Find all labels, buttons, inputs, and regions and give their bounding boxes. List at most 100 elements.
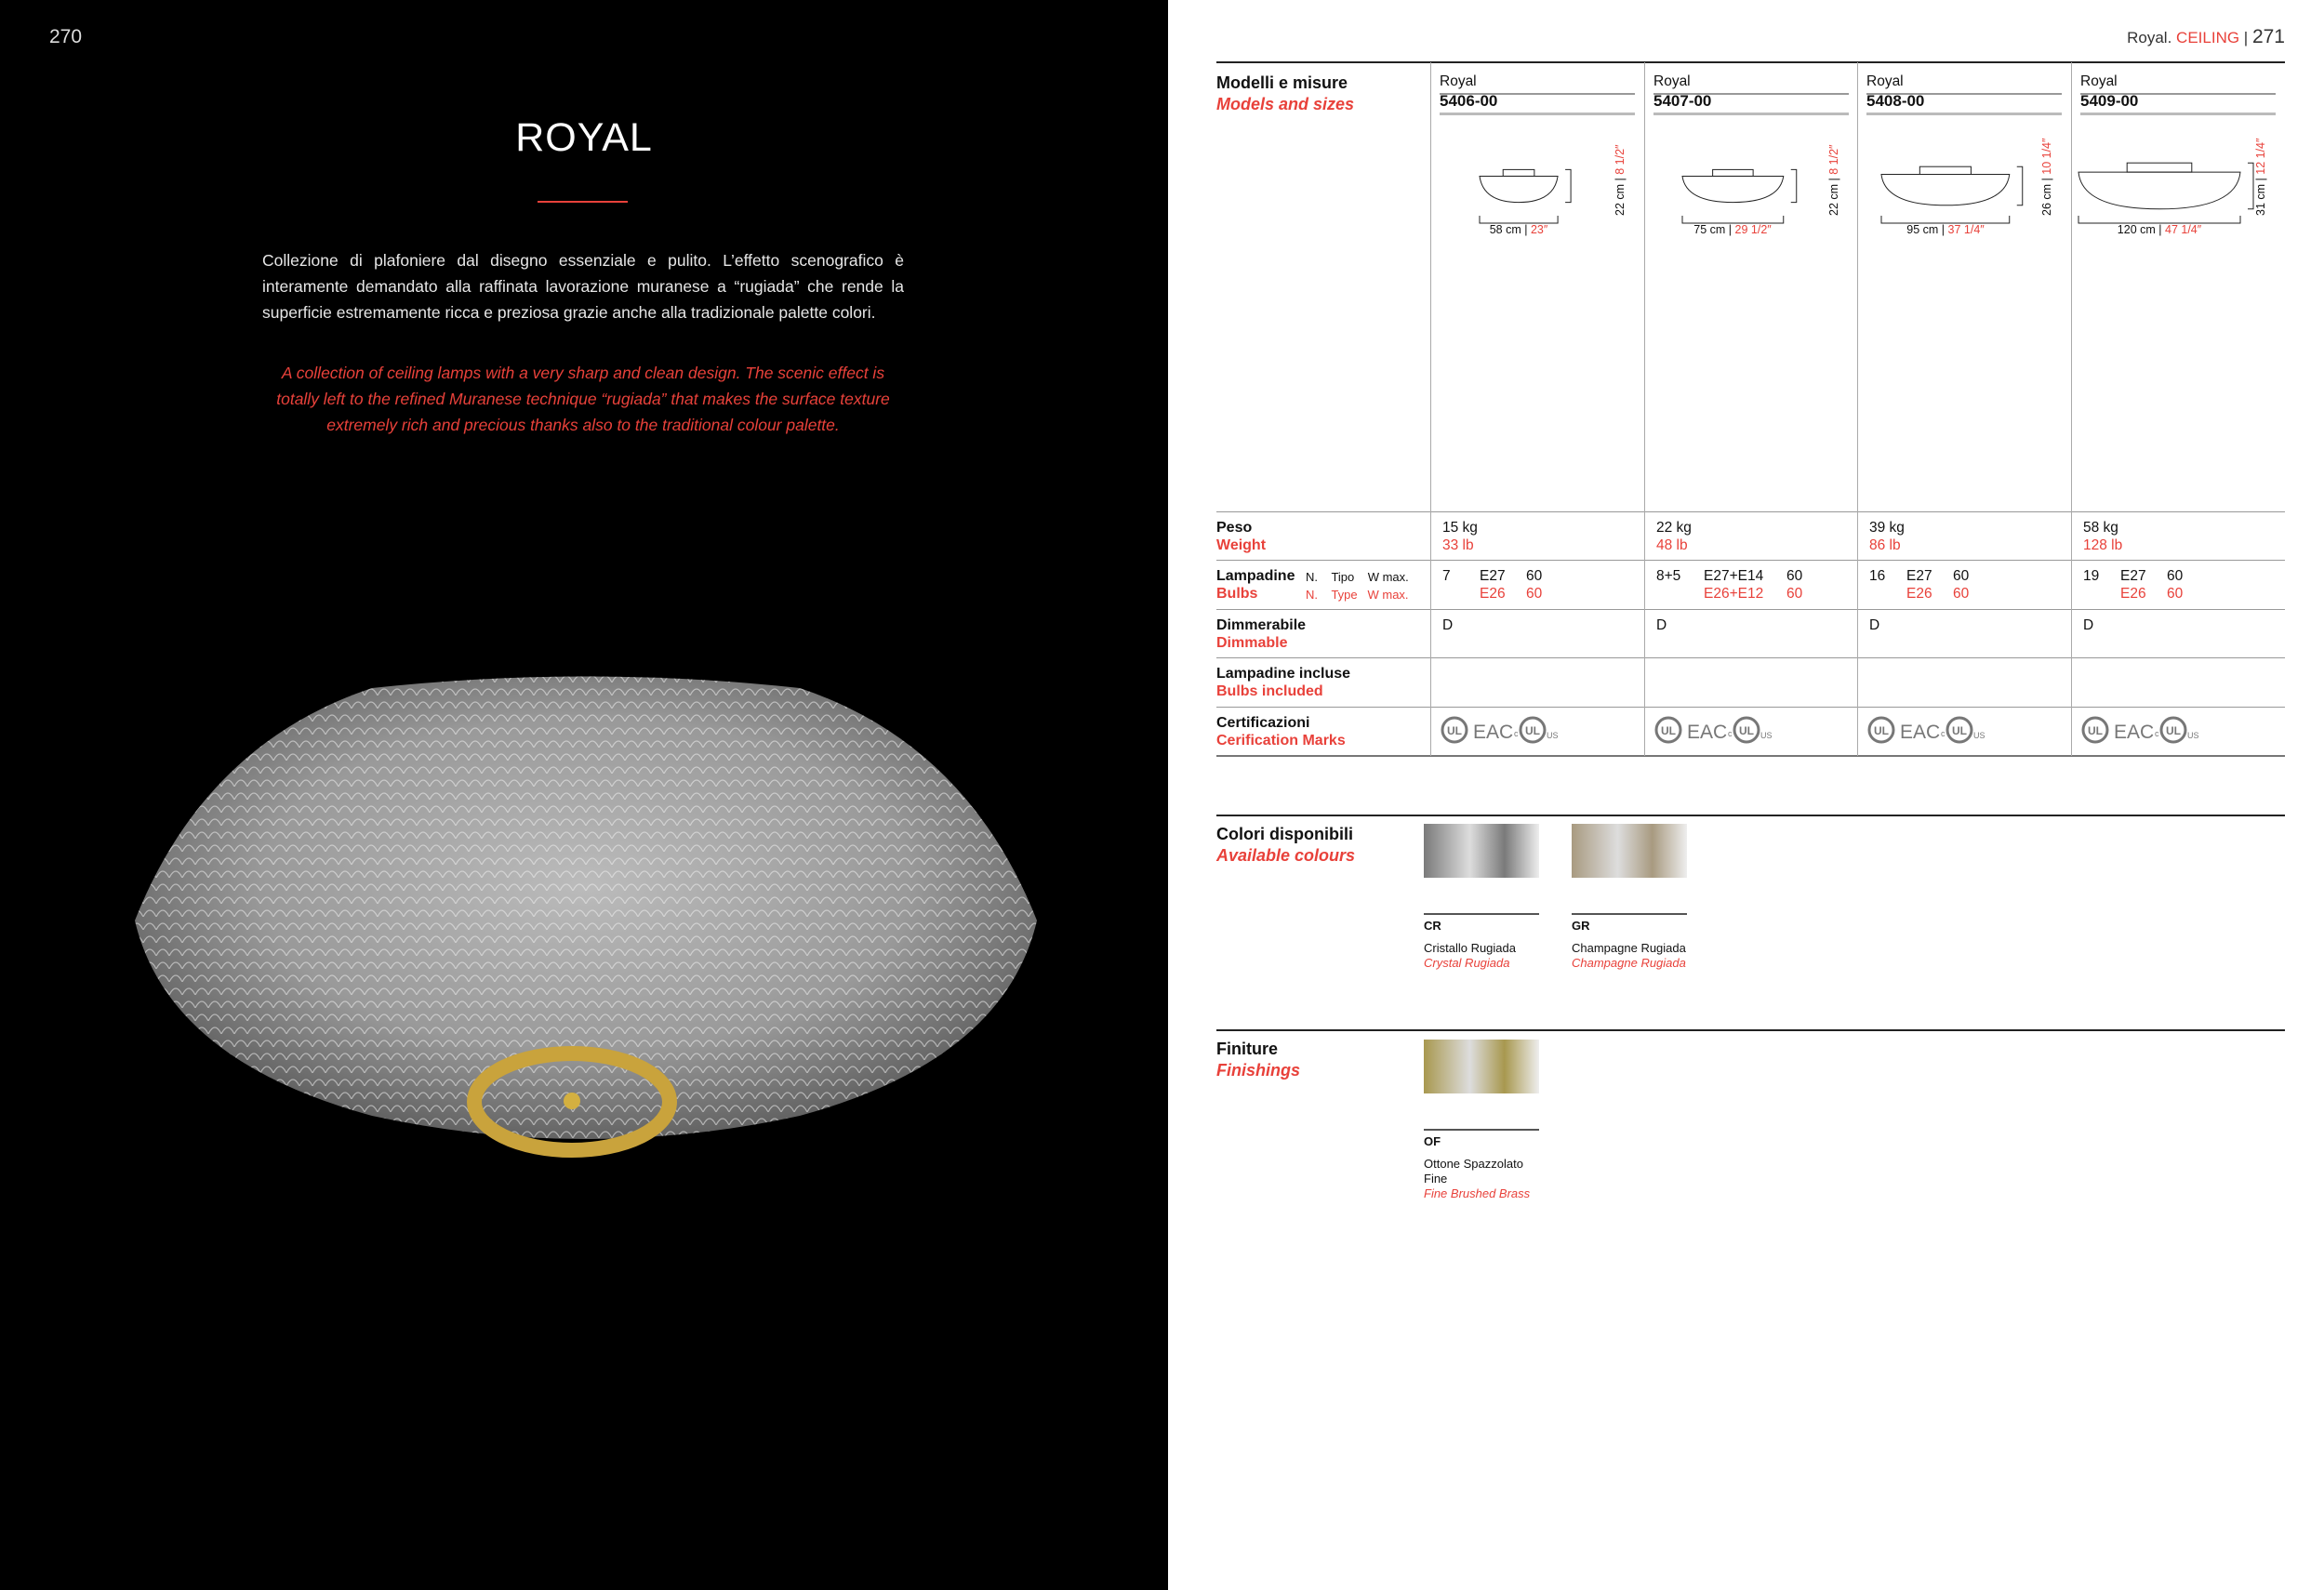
weight-value: 58 kg 128 lb <box>2083 520 2123 553</box>
svg-text:UL: UL <box>1525 724 1540 737</box>
certification-marks-icon: UL EAC c UL US <box>1867 716 1985 744</box>
svg-text:UL: UL <box>1447 724 1462 737</box>
bulb-count: 8+5 <box>1656 568 1681 584</box>
swatch-of <box>1424 1040 1539 1093</box>
model-column <box>1430 62 1644 756</box>
model-column <box>1644 62 1858 756</box>
lamp-photo <box>135 676 1037 1158</box>
svg-text:US: US <box>1547 731 1559 740</box>
weight-value: 15 kg 33 lb <box>1442 520 1478 553</box>
svg-text:US: US <box>2187 731 2199 740</box>
model-width: 95 cm | 37 1/4″ <box>1906 223 1985 236</box>
svg-text:EAC: EAC <box>1473 722 1513 743</box>
page-number-right: 271 <box>2251 26 2285 47</box>
description-italian: Collezione di plafoniere dal disegno ess… <box>262 251 904 322</box>
colours-rule <box>1216 815 2285 816</box>
model-code: 5407-00 <box>1653 92 1849 115</box>
svg-text:c: c <box>1941 729 1946 738</box>
row-divider <box>1216 755 2285 757</box>
model-drawing <box>1880 166 2024 224</box>
bulb-type: E27 E26 <box>1906 568 1932 602</box>
swatch-label: GR Champagne Rugiada Champagne Rugiada <box>1572 913 1687 971</box>
certifications-label: Certificazioni Cerification Marks <box>1216 715 1346 749</box>
svg-text:EAC: EAC <box>1687 722 1727 743</box>
model-code: 5409-00 <box>2080 92 2276 115</box>
dimmable-value: D <box>2083 617 2094 633</box>
svg-text:EAC: EAC <box>2114 722 2154 743</box>
certification-marks-icon: UL EAC c UL US <box>1441 716 1559 744</box>
model-column <box>2071 62 2285 756</box>
header-name: Royal. <box>2127 29 2172 46</box>
model-name: Royal <box>1653 73 1849 95</box>
weight-label: Peso Weight <box>1216 520 1267 553</box>
swatch-gr <box>1572 824 1687 878</box>
bulbs-subheaders: N. Tipo W max. N. Type W max. <box>1306 570 1409 602</box>
row-divider <box>1216 609 2285 610</box>
weight-value: 22 kg 48 lb <box>1656 520 1692 553</box>
model-code: 5408-00 <box>1866 92 2062 115</box>
svg-text:UL: UL <box>1874 724 1889 737</box>
model-height: 26 cm | 10 1/4″ <box>2040 138 2053 216</box>
svg-text:EAC: EAC <box>1900 722 1940 743</box>
bulbs-included-label: Lampadine incluse Bulbs included <box>1216 666 1351 699</box>
running-header: Royal. CEILING | 271 <box>2127 26 2285 47</box>
row-divider <box>1216 560 2285 561</box>
bulb-count: 16 <box>1869 568 1886 584</box>
svg-text:UL: UL <box>1661 724 1676 737</box>
svg-text:UL: UL <box>1739 724 1754 737</box>
model-code: 5406-00 <box>1440 92 1635 115</box>
dimmable-value: D <box>1442 617 1454 633</box>
swatch-label: OF Ottone Spazzolato Fine Fine Brushed Bra… <box>1424 1129 1539 1201</box>
model-height: 22 cm | 8 1/2″ <box>1614 144 1627 216</box>
bulb-type: E27 E26 <box>2120 568 2146 602</box>
svg-text:UL: UL <box>1952 724 1967 737</box>
bulb-count: 19 <box>2083 568 2100 584</box>
row-divider <box>1216 657 2285 658</box>
bulb-wattage: 60 60 <box>1786 568 1803 602</box>
model-drawing <box>1681 168 1797 224</box>
model-width: 120 cm | 47 1/4″ <box>2117 223 2202 236</box>
svg-text:US: US <box>1760 731 1773 740</box>
bulb-wattage: 60 60 <box>1953 568 1970 602</box>
page-number: 270 <box>49 26 83 47</box>
row-divider <box>1216 707 2285 708</box>
swatch-cr <box>1424 824 1539 878</box>
row-divider <box>1216 511 2285 512</box>
models-label: Modelli e misure Models and sizes <box>1216 73 1355 113</box>
model-column <box>1857 62 2071 756</box>
finishes-label: Finiture Finishings <box>1216 1040 1300 1080</box>
model-height: 22 cm | 8 1/2″ <box>1827 144 1840 216</box>
header-category: CEILING <box>2176 29 2240 46</box>
model-name: Royal <box>1866 73 2062 95</box>
model-drawing <box>1479 168 1572 224</box>
svg-text:c: c <box>1728 729 1733 738</box>
colours-label: Colori disponibili Available colours <box>1216 825 1356 865</box>
bulbs-label: Lampadine Bulbs <box>1216 568 1295 602</box>
table-top-rule <box>1216 61 2285 63</box>
weight-value: 39 kg 86 lb <box>1869 520 1905 553</box>
dimmable-value: D <box>1656 617 1667 633</box>
model-name: Royal <box>2080 73 2276 95</box>
dimmable-label: Dimmerabile Dimmable <box>1216 617 1307 651</box>
swatch-label: CR Cristallo Rugiada Crystal Rugiada <box>1424 913 1539 971</box>
left-page: 270 ROYAL Collezione di plafoniere dal d… <box>0 0 1168 1590</box>
svg-text:UL: UL <box>2088 724 2103 737</box>
bulb-type: E27+E14 E26+E12 <box>1704 568 1764 602</box>
bulb-wattage: 60 60 <box>1526 568 1543 602</box>
model-width: 58 cm | 23″ <box>1489 223 1548 236</box>
svg-text:UL: UL <box>2166 724 2181 737</box>
model-height: 31 cm | 12 1/4″ <box>2254 138 2267 216</box>
model-name: Royal <box>1440 73 1635 95</box>
finishes-rule <box>1216 1029 2285 1031</box>
bulb-count: 7 <box>1442 568 1451 584</box>
svg-text:US: US <box>1973 731 1985 740</box>
model-drawing <box>2078 162 2254 224</box>
svg-text:c: c <box>1514 729 1519 738</box>
dimmable-value: D <box>1869 617 1880 633</box>
bulb-wattage: 60 60 <box>2167 568 2184 602</box>
svg-text:c: c <box>2155 729 2159 738</box>
model-width: 75 cm | 29 1/2″ <box>1693 223 1772 236</box>
bulb-type: E27 E26 <box>1480 568 1506 602</box>
certification-marks-icon: UL EAC c UL US <box>1654 716 1773 744</box>
certification-marks-icon: UL EAC c UL US <box>2081 716 2199 744</box>
